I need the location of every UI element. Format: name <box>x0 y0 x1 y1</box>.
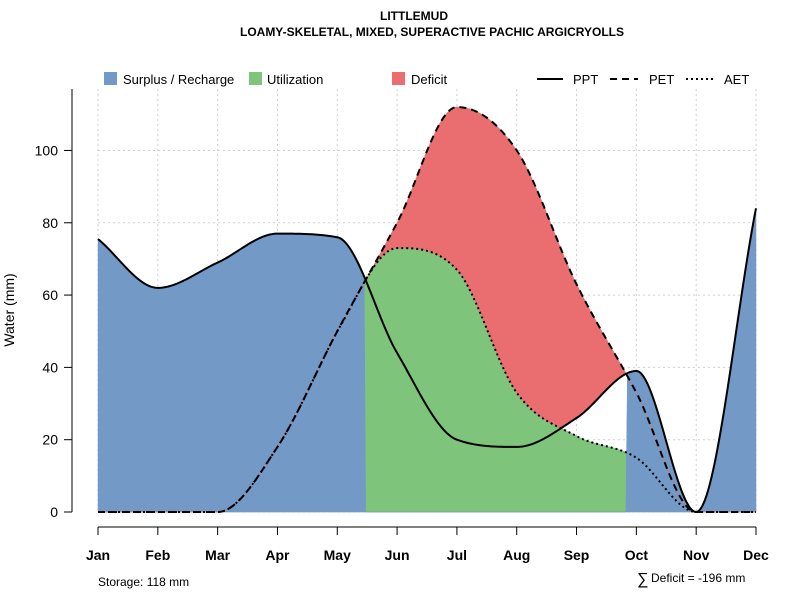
x-tick-label-feb: Feb <box>145 547 170 563</box>
x-tick-label-oct: Oct <box>625 547 649 563</box>
x-tick-label-nov: Nov <box>683 547 710 563</box>
y-axis-label: Water (mm) <box>1 273 17 346</box>
sum-symbol: ∑ <box>637 571 648 588</box>
areas <box>97 106 757 513</box>
deficit-annotation: Deficit = -196 mm <box>651 571 745 585</box>
y-tick-label: 0 <box>50 504 58 520</box>
legend-label-deficit: Deficit <box>411 72 448 87</box>
legend-swatch-deficit <box>392 72 405 85</box>
chart-title: LITTLEMUD <box>380 9 448 23</box>
legend-swatch-surplus <box>104 72 117 85</box>
legend-swatch-utilization <box>249 72 262 85</box>
axes: 0 20 40 60 80 100 Jan Feb Mar Apr May Jun Jul Aug Sep O… <box>35 89 769 563</box>
series-line-ppt <box>97 208 757 514</box>
x-tick-label-jan: Jan <box>86 547 110 563</box>
storage-annotation: Storage: 118 mm <box>98 575 189 589</box>
series-line-aet <box>98 247 756 513</box>
y-tick-label: 60 <box>42 287 58 303</box>
y-tick-label: 80 <box>42 215 58 231</box>
x-tick-label-jun: Jun <box>385 547 410 563</box>
chart-subtitle: LOAMY-SKELETAL, MIXED, SUPERACTIVE PACHI… <box>240 25 624 39</box>
x-tick-label-apr: Apr <box>265 547 290 563</box>
legend-label-surplus: Surplus / Recharge <box>123 72 234 87</box>
legend-label-ppt: PPT <box>573 72 598 87</box>
x-tick-label-dec: Dec <box>743 547 769 563</box>
x-tick-label-sep: Sep <box>564 547 590 563</box>
x-tick-label-mar: Mar <box>205 547 230 563</box>
y-tick-label: 40 <box>42 359 58 375</box>
legend-label-pet: PET <box>649 72 674 87</box>
x-tick-label-jul: Jul <box>447 547 467 563</box>
series-line-pet <box>98 106 756 513</box>
y-tick-label: 100 <box>35 142 59 158</box>
x-tick-label-aug: Aug <box>503 547 530 563</box>
legend-label-aet: AET <box>724 72 749 87</box>
legend-label-utilization: Utilization <box>267 72 323 87</box>
series-lines <box>97 106 757 514</box>
legend: Surplus / Recharge Utilization Deficit P… <box>104 72 749 87</box>
x-tick-label-may: May <box>324 547 351 563</box>
y-tick-label: 20 <box>42 432 58 448</box>
